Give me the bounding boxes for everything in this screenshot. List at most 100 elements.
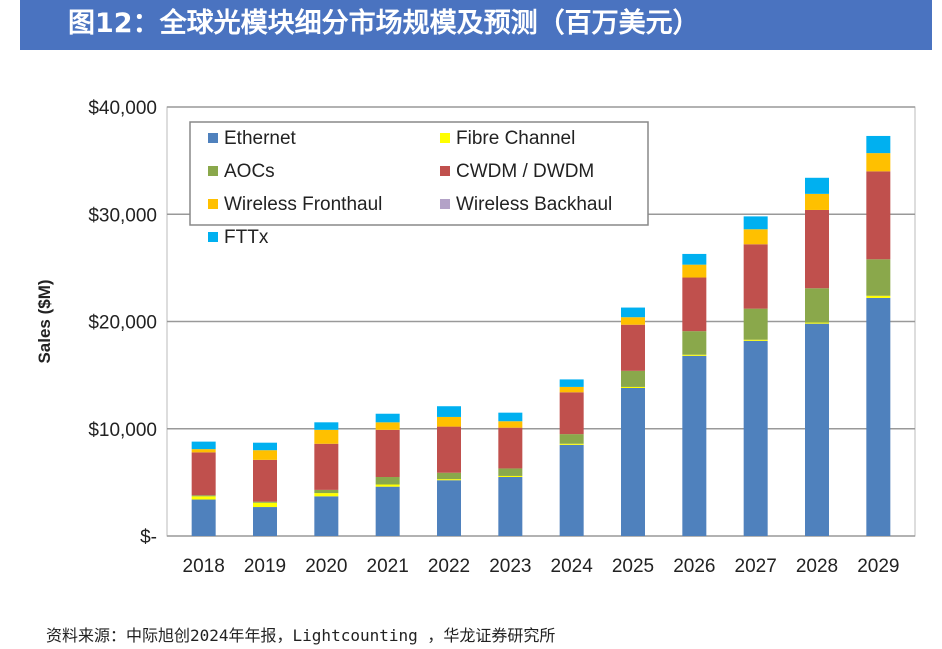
bar-segment-fttx — [437, 406, 461, 417]
bar-segment-ethernet — [621, 387, 645, 536]
bar-segment-wireless-fronthaul — [253, 450, 277, 460]
x-tick-label: 2024 — [551, 556, 594, 577]
bar-segment-fibre-channel — [682, 354, 707, 356]
bar-segment-fibre-channel — [253, 502, 277, 508]
legend-entry: CWDM / DWDM — [456, 161, 594, 182]
bar-segment-fibre-channel — [805, 322, 829, 324]
bar-segment-fibre-channel — [743, 339, 768, 341]
bar-segment-fibre-channel — [191, 496, 216, 500]
bar-segment-aocs — [253, 501, 277, 503]
x-tick-label: 2021 — [367, 556, 409, 577]
bar-segment-fttx — [805, 177, 829, 194]
legend-swatch — [440, 199, 450, 209]
bar-segment-ethernet — [498, 477, 523, 536]
bar-segment-ethernet — [437, 480, 461, 536]
bar-segment-wireless-fronthaul — [375, 422, 400, 430]
bar-segment-wireless-fronthaul — [191, 449, 216, 453]
bar-segment-aocs — [375, 477, 400, 485]
figure-title: 图12：全球光模块细分市场规模及预测（百万美元） — [20, 0, 932, 50]
bar-segment-cwdm-dwdm — [743, 244, 768, 309]
bar-segment-ethernet — [191, 499, 216, 536]
bar-segment-cwdm-dwdm — [805, 209, 829, 289]
x-tick-label: 2026 — [673, 556, 715, 577]
legend-entry: Ethernet — [224, 128, 297, 149]
y-tick-label: $10,000 — [88, 420, 157, 441]
legend-entry: Fibre Channel — [456, 128, 575, 149]
bar-segment-ethernet — [559, 444, 584, 536]
bar-segment-fibre-channel — [559, 443, 584, 445]
bar-segment-fttx — [559, 379, 584, 387]
bar-segment-aocs — [314, 489, 339, 494]
bar-segment-cwdm-dwdm — [866, 171, 891, 260]
x-tick-label: 2027 — [735, 556, 777, 577]
x-tick-label: 2022 — [428, 556, 470, 577]
bar-segment-ethernet — [682, 355, 707, 536]
bar-segment-fttx — [253, 442, 277, 451]
legend-box — [189, 121, 649, 226]
bar-segment-cwdm-dwdm — [314, 443, 339, 490]
bar-segment-fttx — [621, 307, 645, 318]
bar-segment-fibre-channel — [498, 475, 523, 478]
y-tick-label: $20,000 — [88, 313, 157, 334]
bar-segment-cwdm-dwdm — [621, 324, 645, 371]
bar-segment-wireless-fronthaul — [559, 386, 584, 393]
x-tick-label: 2025 — [612, 556, 654, 577]
legend-swatch — [208, 166, 218, 176]
bar-segment-aocs — [191, 495, 216, 497]
bar-segment-ethernet — [743, 340, 768, 536]
x-tick-label: 2028 — [796, 556, 838, 577]
x-tick-label: 2020 — [305, 556, 347, 577]
source-note: 资料来源：中际旭创2024年年报，Lightcounting ，华龙证券研究所 — [46, 626, 556, 645]
bar-segment-aocs — [437, 472, 461, 480]
legend-swatch — [208, 133, 218, 143]
bar-segment-wireless-fronthaul — [621, 317, 645, 325]
bar-segment-fibre-channel — [375, 484, 400, 487]
legend-entry: Wireless Backhaul — [456, 194, 612, 215]
bar-segment-fttx — [191, 441, 216, 450]
bar-segment-wireless-fronthaul — [314, 429, 339, 444]
legend-swatch — [440, 166, 450, 176]
bar-segment-fibre-channel — [437, 479, 461, 481]
bar-segment-fttx — [866, 135, 891, 154]
y-tick-label: $- — [140, 527, 157, 548]
legend-entry: FTTx — [224, 227, 269, 248]
bar-segment-wireless-fronthaul — [805, 193, 829, 210]
legend-swatch — [208, 199, 218, 209]
bar-segment-fibre-channel — [621, 386, 645, 388]
bar-segment-aocs — [559, 434, 584, 444]
bar-segment-wireless-fronthaul — [682, 264, 707, 278]
bar-segment-ethernet — [866, 297, 891, 536]
y-axis-label: Sales ($M) — [35, 279, 54, 363]
x-tick-label: 2023 — [489, 556, 531, 577]
bar-segment-aocs — [743, 308, 768, 340]
bar-segment-wireless-fronthaul — [743, 229, 768, 245]
bar-segment-fttx — [314, 422, 339, 430]
bar-segment-ethernet — [253, 507, 277, 536]
bar-segment-fttx — [682, 253, 707, 265]
x-tick-label: 2019 — [244, 556, 286, 577]
bar-segment-fttx — [743, 216, 768, 230]
bar-segment-cwdm-dwdm — [682, 277, 707, 332]
bar-segment-cwdm-dwdm — [191, 452, 216, 496]
x-tick-label: 2018 — [183, 556, 225, 577]
bar-segment-wireless-fronthaul — [866, 153, 891, 172]
bar-segment-cwdm-dwdm — [498, 427, 523, 469]
x-tick-label: 2029 — [857, 556, 899, 577]
legend-swatch — [440, 133, 450, 143]
legend-entry: Wireless Fronthaul — [224, 194, 382, 215]
bar-segment-aocs — [621, 370, 645, 387]
bar-segment-cwdm-dwdm — [437, 426, 461, 473]
bar-segment-cwdm-dwdm — [375, 429, 400, 478]
bar-segment-wireless-fronthaul — [498, 421, 523, 428]
y-tick-label: $40,000 — [88, 98, 157, 119]
bar-segment-aocs — [866, 259, 891, 296]
bar-segment-wireless-fronthaul — [437, 416, 461, 427]
bar-segment-fttx — [375, 413, 400, 423]
bar-segment-aocs — [682, 331, 707, 355]
bar-segment-cwdm-dwdm — [559, 392, 584, 435]
bar-segment-fttx — [498, 412, 523, 422]
bar-segment-cwdm-dwdm — [253, 459, 277, 502]
y-tick-label: $30,000 — [88, 205, 157, 226]
bar-segment-ethernet — [314, 496, 339, 536]
